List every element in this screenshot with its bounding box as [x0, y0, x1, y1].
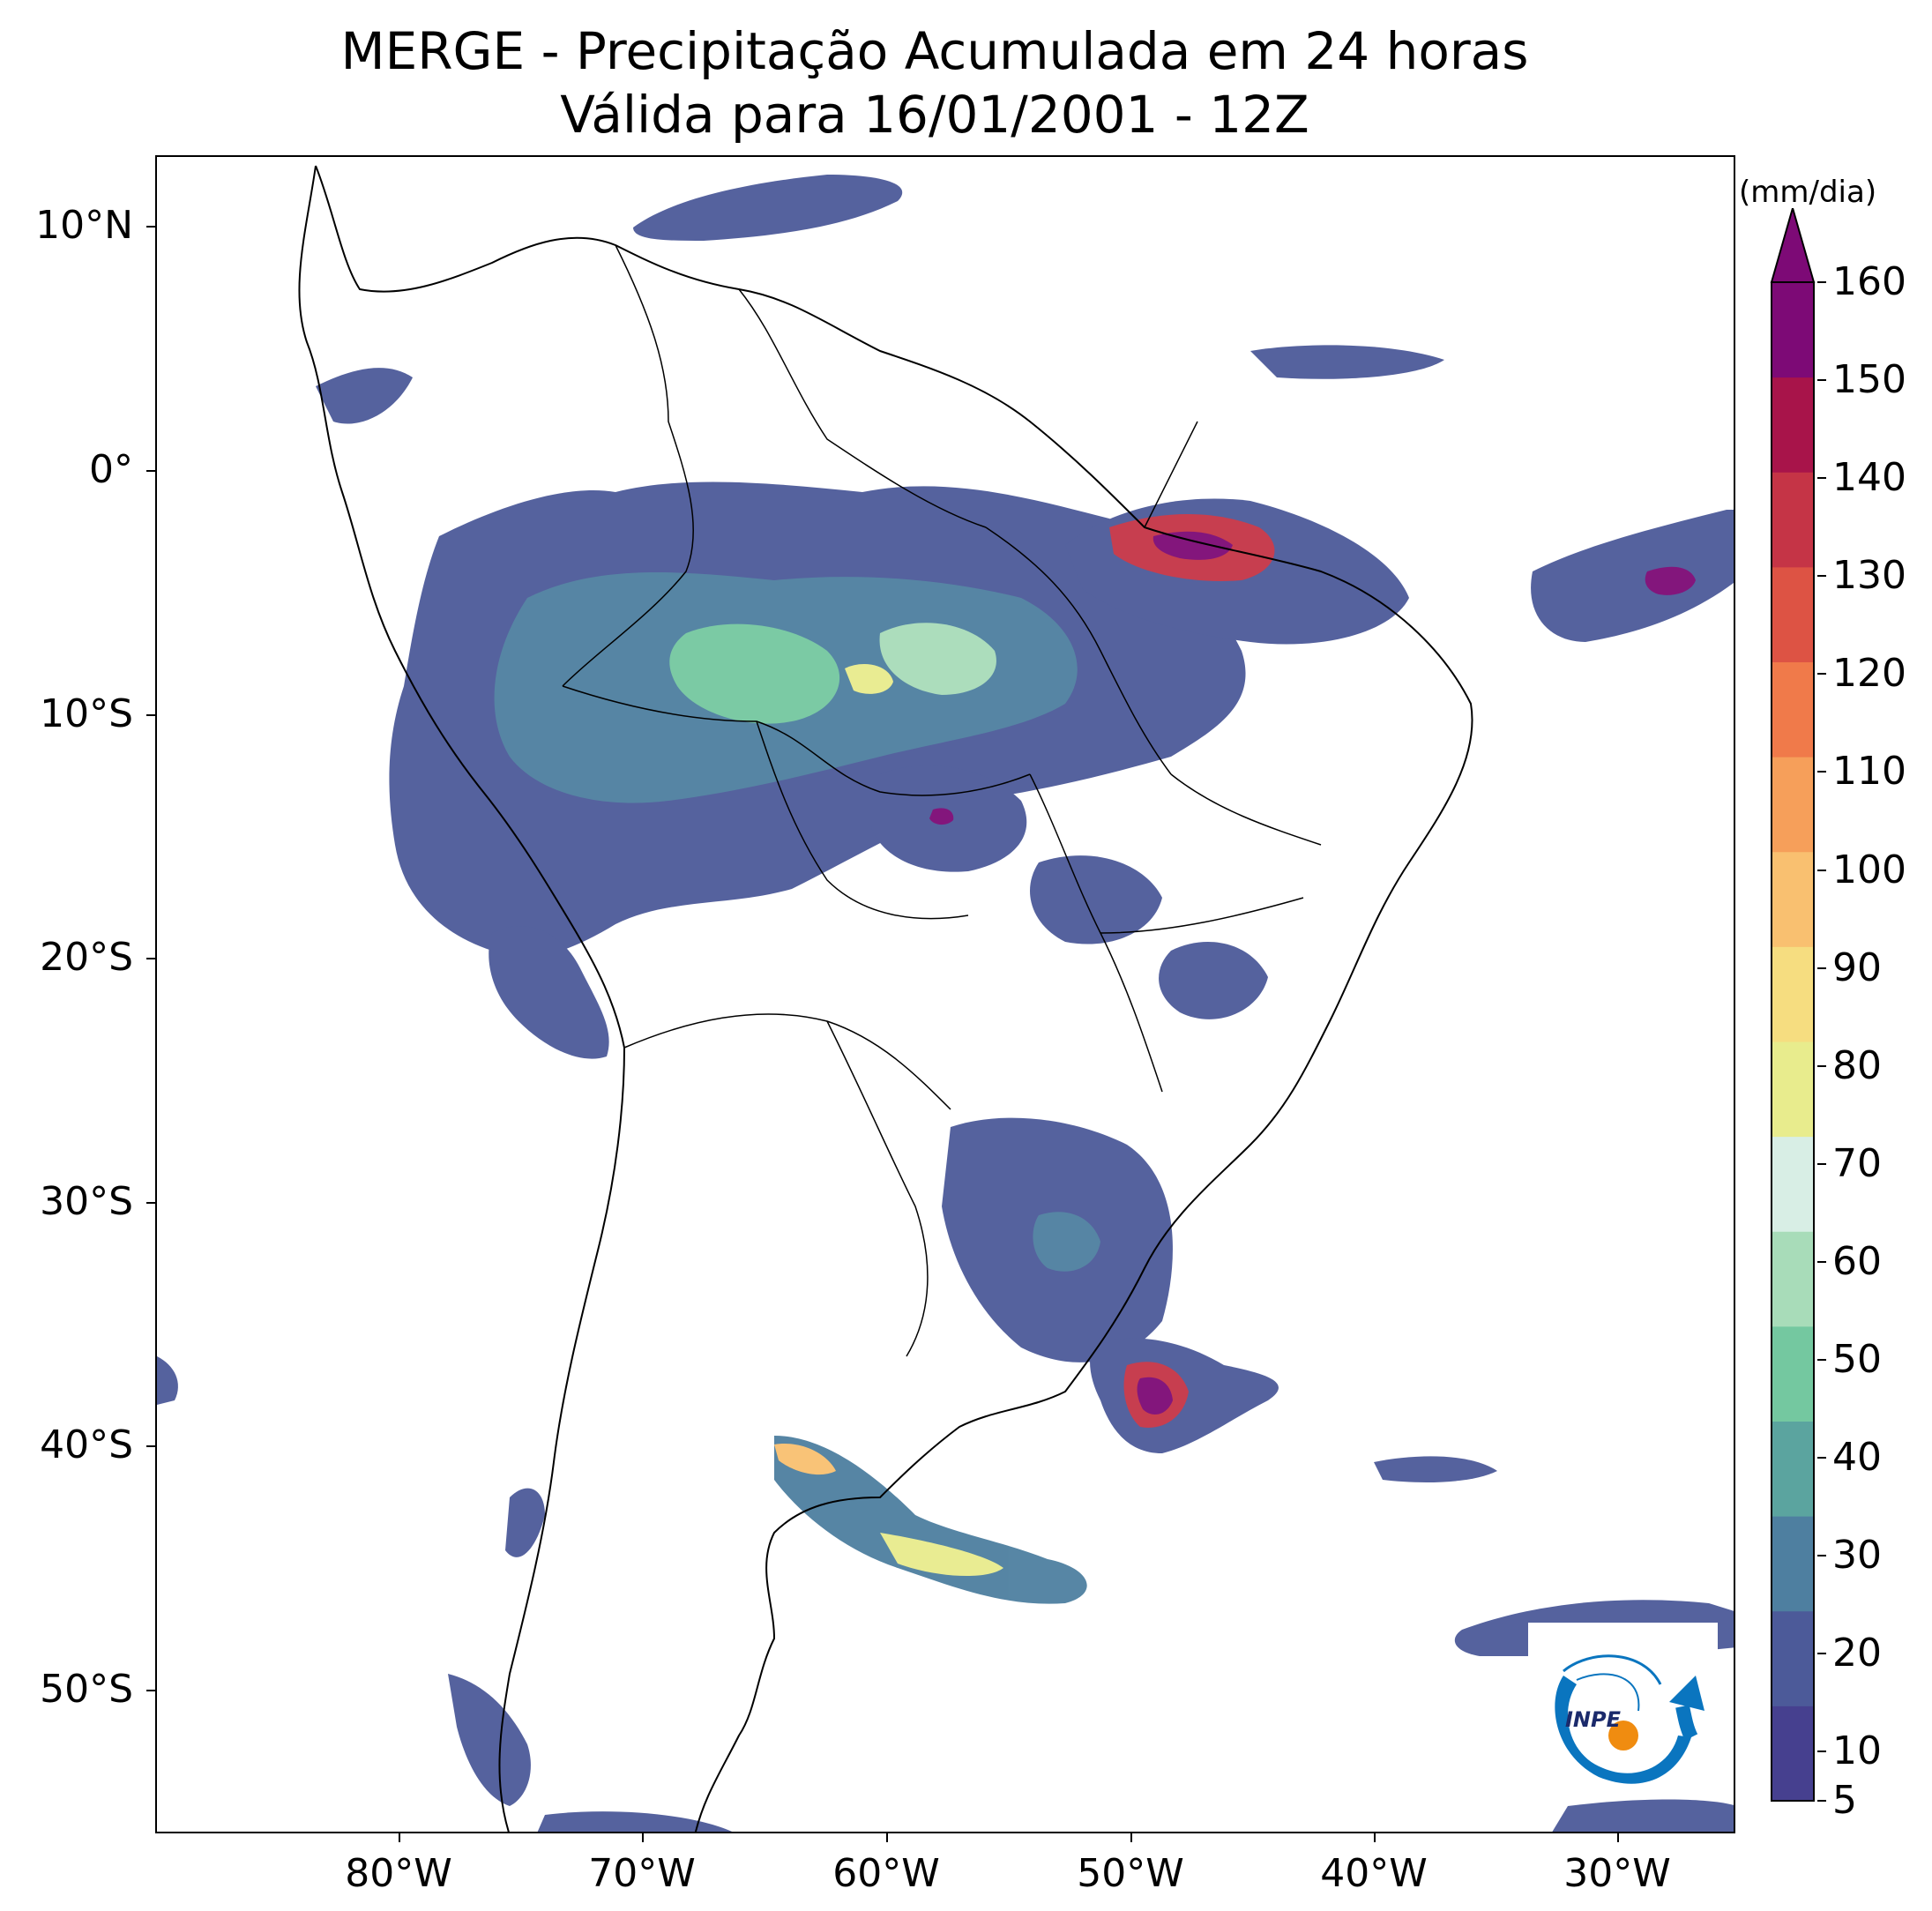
colorbar-label: 50	[1832, 1337, 1882, 1383]
lat-label-50s: 50°S	[40, 1667, 133, 1712]
colorbar-label: 150	[1832, 357, 1906, 403]
lat-tick	[146, 226, 155, 228]
inpe-logo: INPE	[1528, 1623, 1718, 1799]
lat-tick	[146, 714, 155, 716]
colorbar-tick	[1817, 1359, 1826, 1362]
colorbar-band	[1772, 757, 1814, 853]
lat-tick	[146, 1445, 155, 1447]
colorbar-tick	[1817, 477, 1826, 480]
colorbar-band	[1772, 1610, 1814, 1706]
map-title: MERGE - Precipitação Acumulada em 24 hor…	[340, 21, 1529, 81]
precipitation-map	[155, 155, 1735, 1833]
lat-label-10s: 10°S	[40, 691, 133, 736]
colorbar-band	[1772, 282, 1814, 378]
colorbar-label: 5	[1832, 1778, 1857, 1823]
colorbar-tick	[1817, 1457, 1826, 1459]
colorbar-band	[1772, 946, 1814, 1042]
colorbar-band	[1772, 472, 1814, 568]
colorbar-tick	[1817, 379, 1826, 382]
colorbar	[1770, 208, 1816, 1802]
lon-tick	[642, 1833, 644, 1842]
colorbar-tick	[1817, 869, 1826, 871]
lon-label-60w: 60°W	[832, 1851, 940, 1896]
colorbar-label: 60	[1832, 1238, 1882, 1284]
inpe-logo-text: INPE	[1565, 1707, 1622, 1732]
colorbar-label: 80	[1832, 1042, 1882, 1088]
colorbar-frame	[1771, 281, 1815, 1802]
colorbar-band	[1772, 661, 1814, 758]
colorbar-label: 30	[1832, 1533, 1882, 1579]
lat-tick	[146, 1690, 155, 1691]
colorbar-label: 40	[1832, 1435, 1882, 1481]
lat-tick	[146, 1202, 155, 1204]
colorbar-label: 20	[1832, 1631, 1882, 1676]
colorbar-band	[1772, 1231, 1814, 1327]
colorbar-tick	[1817, 1800, 1826, 1802]
colorbar-label: 10	[1832, 1728, 1882, 1774]
colorbar-label: 100	[1832, 847, 1906, 892]
lon-label-70w: 70°W	[588, 1851, 696, 1896]
lon-tick	[1374, 1833, 1376, 1842]
lon-label-30w: 30°W	[1563, 1851, 1671, 1896]
colorbar-tick	[1817, 1260, 1826, 1263]
map-subtitle: Válida para 16/01/2001 - 12Z	[560, 85, 1309, 145]
colorbar-tick	[1817, 575, 1826, 578]
lat-tick	[146, 470, 155, 472]
colorbar-tick	[1817, 1162, 1826, 1165]
precipitation-field	[157, 175, 1734, 1832]
lat-label-0: 0°	[89, 447, 133, 492]
lon-tick	[1617, 1833, 1619, 1842]
colorbar-label: 130	[1832, 553, 1906, 599]
colorbar-label: 70	[1832, 1140, 1882, 1186]
colorbar-band	[1772, 1325, 1814, 1422]
coastline	[298, 165, 1473, 1832]
lon-tick	[399, 1833, 400, 1842]
inpe-logo-graphic: INPE	[1555, 1654, 1704, 1784]
colorbar-label: 160	[1832, 259, 1906, 304]
lon-label-80w: 80°W	[345, 1851, 452, 1896]
colorbar-unit: (mm/dia)	[1739, 175, 1877, 210]
colorbar-band	[1772, 566, 1814, 662]
colorbar-band	[1772, 1706, 1814, 1802]
colorbar-label: 120	[1832, 651, 1906, 697]
colorbar-tick	[1817, 771, 1826, 773]
colorbar-band	[1772, 1421, 1814, 1517]
colorbar-extend-arrow	[1770, 208, 1816, 283]
lat-tick	[146, 958, 155, 959]
colorbar-band	[1772, 377, 1814, 473]
lon-tick	[886, 1833, 888, 1842]
colorbar-tick	[1817, 1751, 1826, 1753]
colorbar-band	[1772, 1136, 1814, 1232]
colorbar-band	[1772, 1516, 1814, 1612]
lat-label-20s: 20°S	[40, 935, 133, 980]
map-canvas	[157, 165, 1734, 1832]
colorbar-label: 110	[1832, 749, 1906, 795]
colorbar-tick	[1817, 1653, 1826, 1655]
lat-label-30s: 30°S	[40, 1179, 133, 1224]
colorbar-label: 140	[1832, 455, 1906, 501]
colorbar-tick	[1817, 1064, 1826, 1067]
lat-label-40s: 40°S	[40, 1422, 133, 1467]
lon-label-40w: 40°W	[1320, 1851, 1428, 1896]
lon-tick	[1130, 1833, 1132, 1842]
colorbar-tick	[1817, 281, 1826, 283]
lat-label-10n: 10°N	[35, 203, 133, 248]
colorbar-label: 90	[1832, 944, 1882, 990]
country-borders	[562, 244, 1322, 1357]
colorbar-tick	[1817, 1555, 1826, 1557]
colorbar-band	[1772, 851, 1814, 947]
colorbar-tick	[1817, 967, 1826, 969]
colorbar-tick	[1817, 673, 1826, 676]
colorbar-band	[1772, 1041, 1814, 1138]
lon-label-50w: 50°W	[1077, 1851, 1184, 1896]
